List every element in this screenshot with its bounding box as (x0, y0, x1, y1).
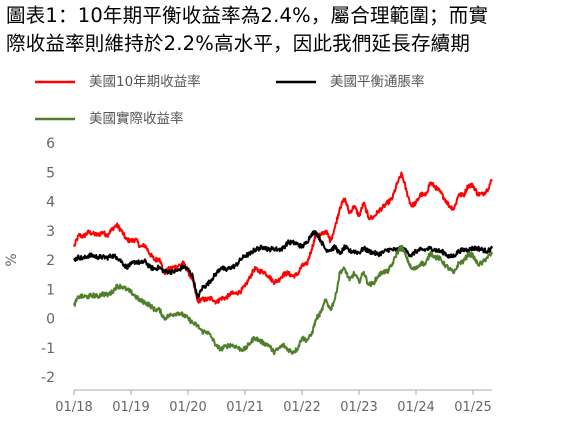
x-tick-label: 01/18 (55, 400, 92, 415)
y-tick-label: 4 (46, 195, 55, 211)
x-tick-label: 01/20 (169, 400, 206, 415)
chart-title-line-1: 圖表1：10年期平衡收益率為2.4%，屬合理範圍；而實 (6, 4, 489, 27)
y-axis-label: % (4, 253, 20, 266)
y-tick-label: 0 (46, 312, 55, 328)
y-tick-label: 5 (46, 165, 55, 181)
chart-series (73, 171, 493, 356)
series-line-0 (73, 171, 493, 305)
series-line-2 (73, 244, 493, 356)
y-tick-label: -2 (41, 370, 55, 386)
legend-label-2: 美國實際收益率 (89, 110, 184, 127)
y-tick-label: 3 (46, 224, 55, 240)
x-tick-label: 01/19 (112, 400, 149, 415)
y-tick-label: 6 (46, 136, 55, 152)
chart-axes: -2 -1 0 1 2 3 4 5 6% 01/18 01/19 01/20 01/21 01/22 01/… (4, 136, 492, 415)
chart-title-line-2: 際收益率則維持於2.2%高水平，因此我們延長存續期 (6, 32, 471, 55)
legend-label-1: 美國平衡通脹率 (330, 73, 425, 90)
x-tick-label: 01/23 (340, 400, 377, 415)
y-tick-label: 2 (46, 253, 55, 269)
x-tick-label: 01/22 (283, 400, 320, 415)
y-tick-label: 1 (46, 282, 55, 298)
series-line-1 (73, 230, 493, 299)
y-tick-label: -1 (41, 341, 55, 357)
chart-title: 圖表1：10年期平衡收益率為2.4%，屬合理範圍；而實 際收益率則維持於2.2%… (6, 2, 566, 58)
x-tick-label: 01/21 (226, 400, 263, 415)
x-tick-label: 01/25 (454, 400, 491, 415)
x-tick-label: 01/24 (397, 400, 434, 415)
legend-label-0: 美國10年期收益率 (89, 73, 201, 90)
